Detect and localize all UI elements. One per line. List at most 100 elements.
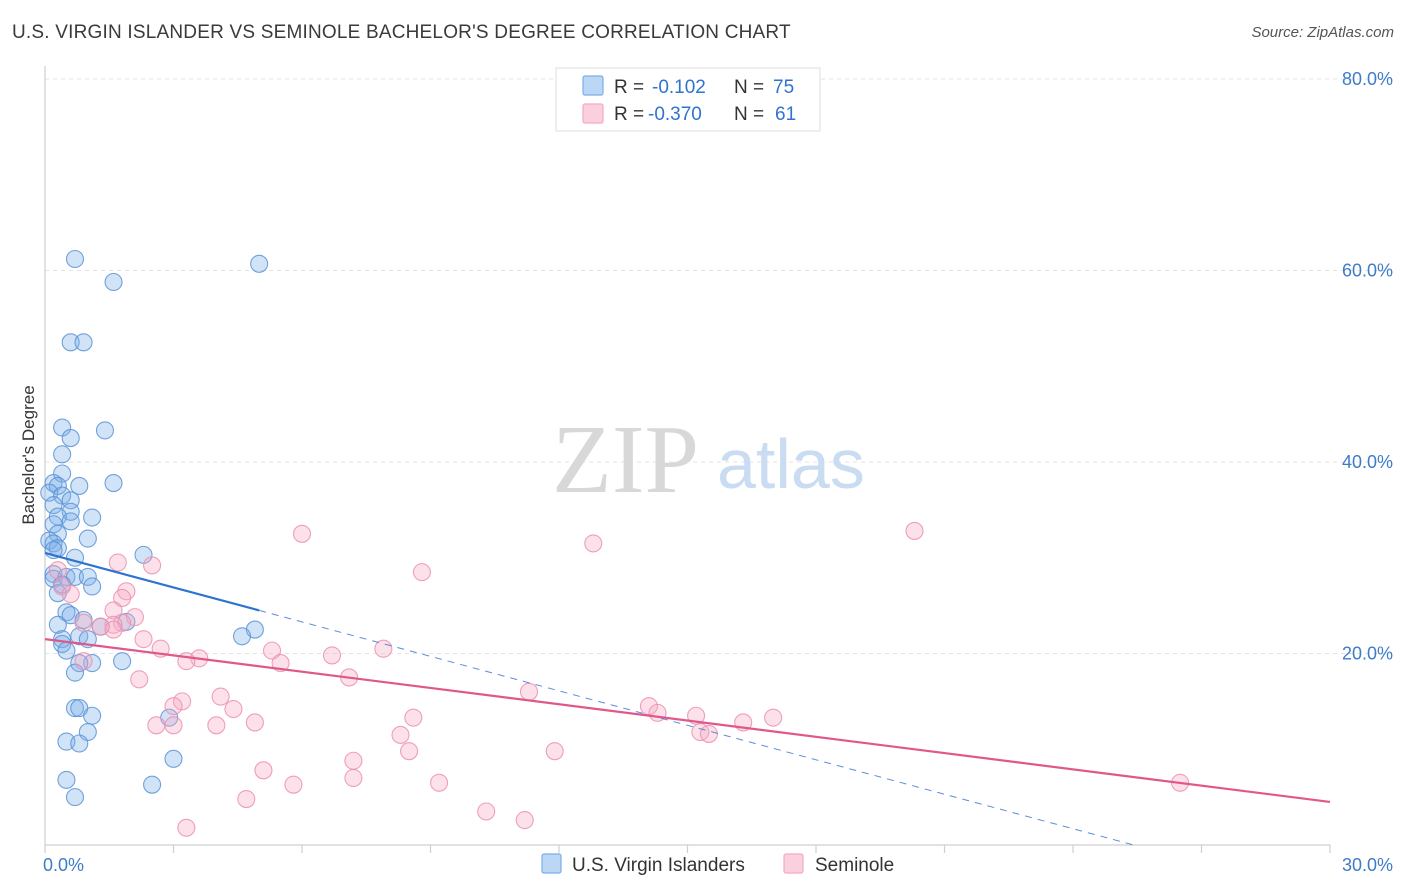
data-point xyxy=(104,601,123,620)
data-point xyxy=(74,613,93,632)
y-tick-labels: 20.0% 40.0% 60.0% 80.0% xyxy=(1342,69,1393,664)
data-point xyxy=(164,716,183,735)
data-point xyxy=(65,249,85,269)
data-point xyxy=(391,725,410,744)
trend-line-virgin-islanders-extension xyxy=(259,609,1138,847)
data-point xyxy=(78,567,97,586)
data-point xyxy=(412,563,431,582)
legend-swatch-blue xyxy=(582,75,604,96)
data-point xyxy=(232,627,252,646)
watermark-atlas: atlas xyxy=(717,425,865,503)
data-point xyxy=(74,333,93,352)
legend-box: R = -0.102 N = 75 R = -0.370 N = 61 xyxy=(555,67,821,132)
series-virgin-islanders xyxy=(40,249,269,807)
y-tick-label-2: 60.0% xyxy=(1342,261,1393,281)
data-point xyxy=(57,770,76,789)
legend-n-value-2: 61 xyxy=(775,104,796,125)
legend-r-value-2: -0.370 xyxy=(648,104,702,125)
data-point xyxy=(764,708,783,727)
trend-lines xyxy=(44,551,1331,847)
data-point xyxy=(61,585,80,604)
watermark-zip: ZIP xyxy=(552,406,699,514)
trend-line-virgin-islanders xyxy=(44,551,260,612)
data-point xyxy=(147,716,166,735)
data-point xyxy=(400,742,419,761)
data-point xyxy=(284,775,303,794)
chart-title: U.S. VIRGIN ISLANDER VS SEMINOLE BACHELO… xyxy=(12,22,791,43)
data-point xyxy=(83,508,102,527)
x-tick-labels: 0.0% 30.0% xyxy=(43,855,1393,875)
y-tick-label-3: 80.0% xyxy=(1342,69,1393,89)
data-point xyxy=(245,713,264,732)
data-point xyxy=(61,512,80,531)
y-axis-title: Bachelor's Degree xyxy=(19,385,38,524)
x-tick-label-0: 0.0% xyxy=(43,855,84,875)
data-point xyxy=(143,556,162,575)
legend-n-label-2: N = xyxy=(734,104,764,125)
data-point xyxy=(430,773,449,792)
data-point xyxy=(143,775,162,794)
data-point xyxy=(292,524,312,543)
bottom-legend: U.S. Virgin Islanders Seminole xyxy=(541,853,894,876)
legend-r-label-1: R = xyxy=(614,77,644,98)
data-point xyxy=(53,445,72,464)
data-point xyxy=(515,811,534,830)
data-point xyxy=(344,768,363,788)
legend-n-value-1: 75 xyxy=(773,77,794,98)
y-tick-label-1: 40.0% xyxy=(1342,452,1393,472)
data-point xyxy=(173,692,192,711)
data-point xyxy=(237,789,256,809)
data-point xyxy=(65,699,85,718)
data-point xyxy=(224,699,243,719)
data-point xyxy=(404,708,423,727)
data-point xyxy=(164,697,183,716)
data-point xyxy=(113,588,132,608)
data-point xyxy=(104,272,123,292)
data-point xyxy=(271,654,290,673)
y-tick-label-0: 20.0% xyxy=(1342,644,1393,664)
data-point xyxy=(134,630,153,649)
data-point xyxy=(104,620,123,639)
data-point xyxy=(61,333,80,352)
data-point xyxy=(164,749,183,768)
legend-r-label-2: R = xyxy=(614,104,644,125)
data-point xyxy=(104,474,123,493)
data-point xyxy=(44,496,63,515)
data-point xyxy=(108,553,127,572)
data-point xyxy=(477,802,496,821)
bottom-legend-swatch-blue xyxy=(541,853,562,874)
data-point xyxy=(207,716,226,735)
data-point xyxy=(519,682,539,701)
data-point xyxy=(61,429,80,448)
source-label: Source: ZipAtlas.com xyxy=(1251,24,1394,41)
data-point xyxy=(95,421,115,440)
data-point xyxy=(177,818,196,837)
data-point xyxy=(250,254,269,273)
data-point xyxy=(78,529,97,548)
data-point xyxy=(344,751,363,770)
data-point xyxy=(699,724,718,743)
legend-swatch-pink xyxy=(582,103,604,124)
data-point xyxy=(130,670,149,689)
data-point xyxy=(74,652,93,671)
data-point xyxy=(70,734,89,753)
data-point xyxy=(905,521,924,540)
data-point xyxy=(83,577,102,596)
bottom-legend-label-1: U.S. Virgin Islanders xyxy=(572,855,745,876)
data-points xyxy=(40,249,1190,837)
x-tick-label-1: 30.0% xyxy=(1342,855,1393,875)
data-point xyxy=(65,788,85,807)
data-point xyxy=(584,534,603,553)
watermark: ZIP atlas xyxy=(552,406,865,514)
trend-line-seminole xyxy=(44,638,1331,804)
data-point xyxy=(113,652,132,671)
legend-n-label-1: N = xyxy=(734,77,764,98)
axes xyxy=(44,66,1331,853)
bottom-legend-label-2: Seminole xyxy=(815,855,894,876)
data-point xyxy=(83,706,102,725)
legend-r-value-1: -0.102 xyxy=(652,77,706,98)
data-point xyxy=(48,615,67,634)
data-point xyxy=(70,476,89,495)
